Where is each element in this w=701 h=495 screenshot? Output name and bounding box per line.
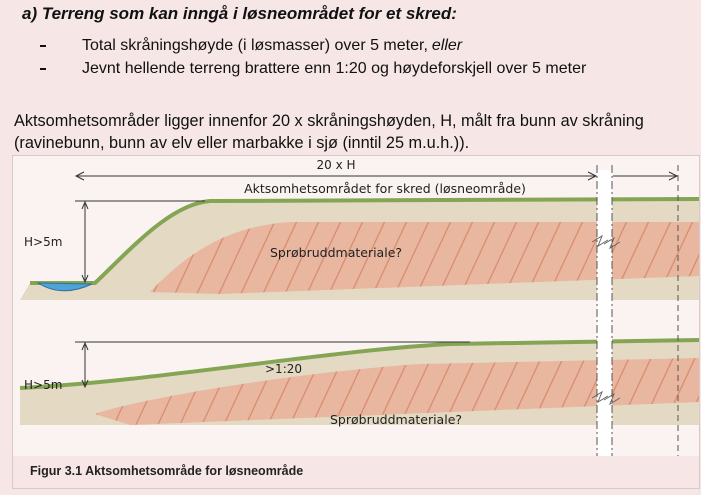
height-label: H>5m [24,235,62,249]
height-label: H>5m [24,378,62,392]
figure: 20 x H Aktsomhetsområdet for skred (løsn… [0,0,701,495]
material-label: Sprøbruddmateriale? [330,412,462,427]
zone-label: Aktsomhetsområdet for skred (løsneområde… [244,181,526,196]
break-band [597,170,612,456]
material-label: Sprøbruddmateriale? [270,245,402,260]
caption: Figur 3.1 Aktsomhetsområde for løsneområ… [30,464,303,478]
page: {"heading": "a) Terreng som kan inngå i … [0,0,701,495]
width-label: 20 x H [316,158,355,172]
slope-label: >1:20 [265,362,302,376]
